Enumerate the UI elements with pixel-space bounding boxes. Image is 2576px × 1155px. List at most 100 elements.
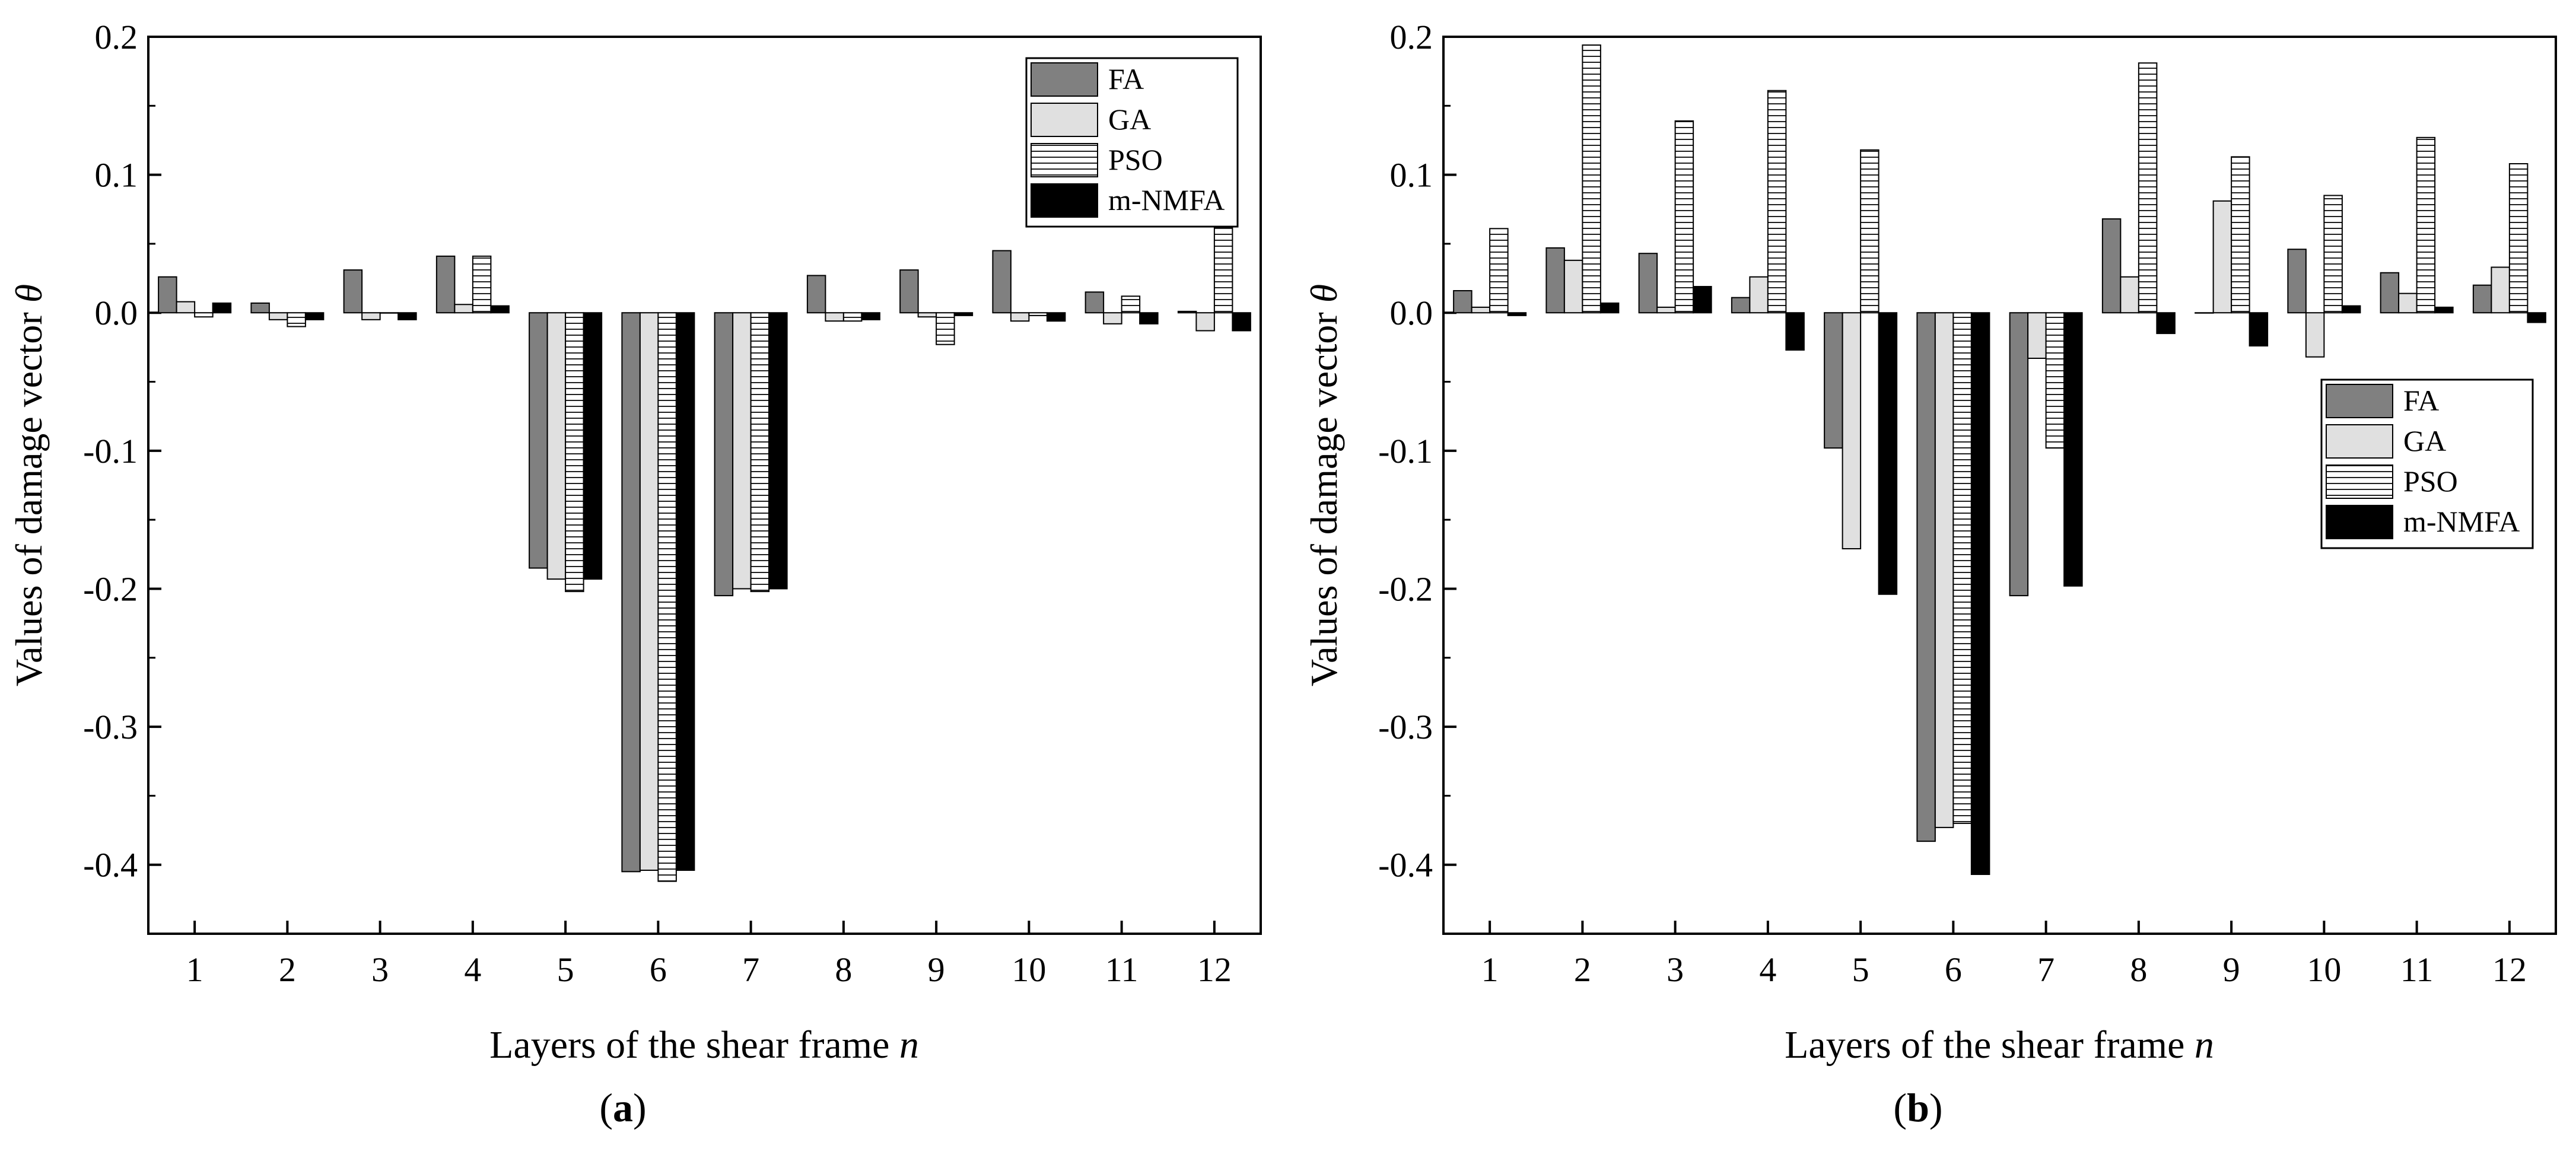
bar-pso-layer-12 (2508, 163, 2529, 314)
bar-ga-layer-10 (2305, 312, 2325, 358)
bar-m-nmfa-layer-9 (2249, 312, 2269, 347)
bar-fa-layer-6 (621, 312, 641, 873)
x-tick-label: 9 (2223, 950, 2240, 989)
x-tick-label: 7 (2037, 950, 2055, 989)
y-tick-label: -0.3 (1378, 708, 1433, 746)
bar-pso-layer-6 (657, 312, 677, 882)
bar-pso-layer-7 (2045, 312, 2065, 449)
x-tick-label: 3 (1667, 950, 1684, 989)
y-axis-label: Values of damage vector θ (1303, 284, 1345, 686)
x-axis-ticks: 1 2 3 4 5 6 7 8 9 10 11 12 (1481, 921, 2527, 989)
bar-ga-layer-8 (825, 312, 844, 322)
bar-m-nmfa-layer-5 (583, 312, 603, 580)
bar-fa-layer-8 (806, 275, 826, 314)
bar-ga-layer-12 (2491, 266, 2510, 314)
bar-m-nmfa-layer-6 (1970, 312, 1990, 875)
legend-swatch-pso (1031, 143, 1098, 177)
y-tick-label: 0.1 (1390, 156, 1433, 195)
bar-pso-layer-4 (472, 255, 492, 314)
x-tick-label: 9 (928, 950, 945, 989)
legend: FA GA PSO m-NMFA (1025, 57, 1239, 228)
x-tick-label: 2 (279, 950, 296, 989)
y-tick-label: 0.0 (1390, 294, 1433, 332)
bar-ga-layer-5 (1842, 312, 1862, 550)
bar-fa-layer-9 (899, 269, 919, 314)
bar-ga-layer-3 (361, 312, 381, 320)
x-tick-label: 1 (186, 950, 203, 989)
bar-m-nmfa-layer-12 (1232, 312, 1251, 332)
bar-m-nmfa-layer-2 (304, 312, 325, 320)
bar-ga-layer-6 (1934, 312, 1954, 828)
y-tick-label: 0.0 (95, 294, 138, 332)
bar-ga-layer-2 (268, 312, 288, 320)
x-tick-label: 1 (1481, 950, 1499, 989)
legend-label-pso: PSO (2403, 464, 2458, 498)
bar-ga-layer-2 (1563, 259, 1583, 314)
bar-ga-layer-7 (2027, 312, 2047, 359)
bar-fa-layer-7 (714, 312, 734, 597)
y-axis-ticks: 0.2 0.1 0.0 -0.1 -0.2 -0.3 -0.4 (1378, 18, 1456, 884)
legend-swatch-ga (1031, 103, 1098, 137)
bar-fa-layer-2 (250, 302, 270, 314)
bar-ga-layer-11 (1103, 312, 1122, 324)
legend-swatch-ga (2326, 424, 2393, 459)
bar-pso-layer-10 (1028, 312, 1048, 316)
x-tick-label: 10 (2307, 950, 2341, 989)
bar-fa-layer-11 (2380, 272, 2400, 314)
bar-pso-layer-1 (194, 312, 214, 318)
bar-ga-layer-1 (1471, 306, 1491, 314)
bar-m-nmfa-layer-11 (1139, 312, 1159, 324)
plot-frame (147, 36, 1262, 935)
legend-label-pso: PSO (1108, 143, 1163, 176)
bar-fa-layer-5 (1824, 312, 1843, 449)
bar-fa-layer-1 (1453, 290, 1473, 314)
bar-ga-layer-8 (2120, 276, 2139, 314)
y-axis-label: Values of damage vector θ (8, 284, 50, 686)
panel-label-b: (b) (1893, 1085, 1942, 1130)
x-axis-label: Layers of the shear frame n (489, 1023, 919, 1067)
bar-m-nmfa-layer-4 (1785, 312, 1805, 351)
bars (158, 227, 1251, 882)
legend: FA GA PSO m-NMFA (2320, 378, 2534, 549)
y-tick-label: -0.2 (1378, 569, 1433, 608)
bar-m-nmfa-layer-1 (212, 302, 232, 314)
bars (1453, 44, 2546, 875)
x-tick-label: 6 (1945, 950, 1962, 989)
bar-m-nmfa-layer-7 (768, 312, 788, 590)
bar-ga-layer-7 (732, 312, 752, 590)
legend-label-fa: FA (1108, 62, 1144, 96)
legend-label-ga: GA (2403, 424, 2446, 457)
x-tick-label: 4 (464, 950, 481, 989)
x-tick-label: 6 (650, 950, 667, 989)
bar-fa-layer-8 (2101, 218, 2122, 314)
bar-pso-layer-5 (1860, 149, 1879, 314)
bar-m-nmfa-layer-1 (1507, 312, 1527, 316)
x-tick-label: 5 (1852, 950, 1869, 989)
bar-fa-layer-12 (1177, 310, 1197, 314)
bar-ga-layer-12 (1195, 312, 1215, 332)
bar-pso-layer-12 (1213, 227, 1233, 314)
bar-fa-layer-10 (992, 250, 1012, 314)
bar-m-nmfa-layer-5 (1878, 312, 1898, 595)
x-tick-label: 10 (1012, 950, 1046, 989)
x-tick-label: 12 (2492, 950, 2527, 989)
bar-fa-layer-7 (2009, 312, 2029, 597)
bar-pso-layer-3 (1674, 120, 1694, 314)
y-tick-label: 0.2 (1390, 18, 1433, 56)
bar-pso-layer-8 (842, 312, 863, 322)
legend-swatch-m-nmfa (2326, 505, 2393, 539)
bar-fa-layer-4 (1731, 297, 1751, 314)
bar-m-nmfa-layer-7 (2063, 312, 2083, 587)
bar-pso-layer-9 (936, 312, 955, 345)
chart-panel-b: 0.20.10.0-0.1-0.2-0.3-0.4 1 2 3 4 5 6 7 8 9 10 11 1… (1303, 18, 2557, 1130)
x-axis-ticks: 1 2 3 4 5 6 7 8 9 10 11 12 (186, 921, 1232, 989)
y-tick-label: -0.1 (83, 432, 138, 470)
y-tick-label: -0.4 (83, 846, 138, 884)
bar-ga-layer-9 (2212, 200, 2232, 314)
y-tick-label: -0.1 (1378, 432, 1433, 470)
bar-pso-layer-9 (2231, 156, 2250, 314)
x-tick-label: 3 (371, 950, 389, 989)
x-tick-label: 12 (1197, 950, 1232, 989)
bar-ga-layer-5 (546, 312, 567, 580)
